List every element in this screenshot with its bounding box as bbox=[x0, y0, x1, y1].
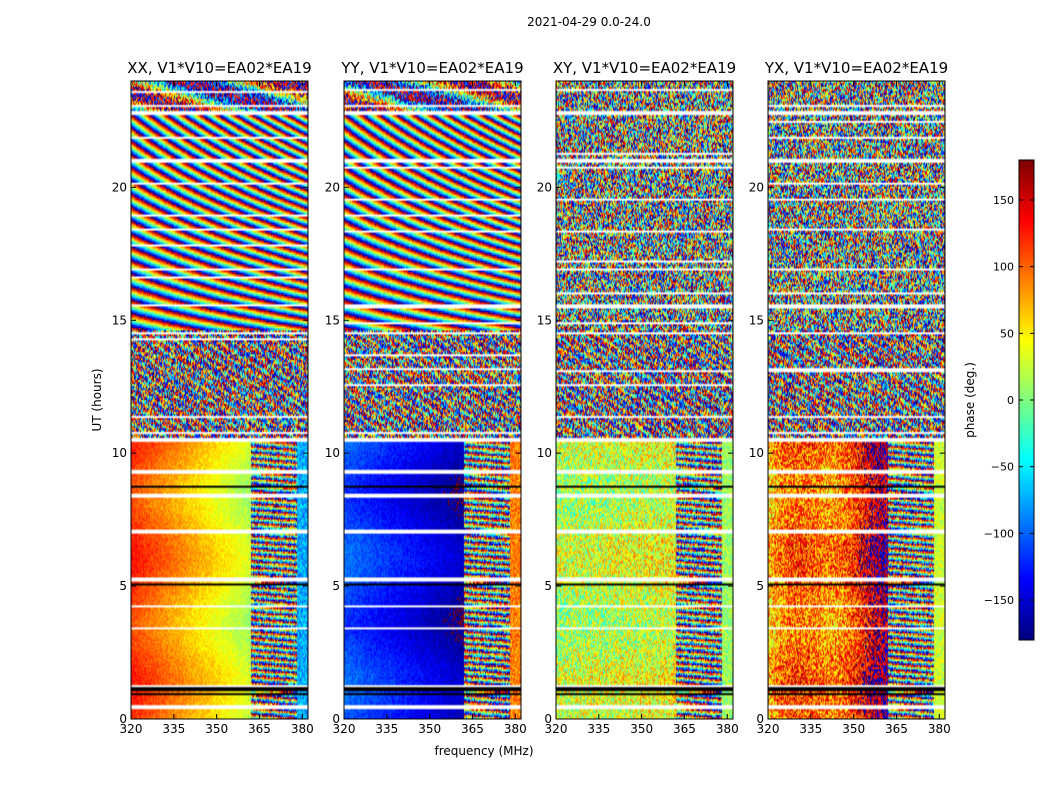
panel-frame bbox=[767, 80, 946, 720]
x-tick-label: 380 bbox=[928, 722, 951, 736]
panel-3: YX, V1*V10=EA02*EA19 320 335 350 365 380 0 5 10 1… bbox=[749, 59, 951, 736]
panel-frame bbox=[343, 80, 522, 720]
y-tick-label: 20 bbox=[325, 180, 340, 194]
colorbar-tick-label: −100 bbox=[984, 527, 1014, 540]
x-tick-label: 365 bbox=[673, 722, 696, 736]
panel-2: XY, V1*V10=EA02*EA19 320 335 350 365 380 0 5 10 1… bbox=[537, 59, 739, 736]
x-tick-label: 365 bbox=[885, 722, 908, 736]
x-tick-label: 380 bbox=[291, 722, 314, 736]
x-tick-label: 335 bbox=[375, 722, 398, 736]
x-tick-label: 320 bbox=[757, 722, 780, 736]
x-tick-label: 350 bbox=[630, 722, 653, 736]
x-tick-label: 320 bbox=[120, 722, 143, 736]
y-tick-label: 20 bbox=[749, 180, 764, 194]
panel-title: YY, V1*V10=EA02*EA19 bbox=[340, 59, 523, 77]
phase-heatmap bbox=[556, 81, 733, 719]
y-tick-label: 20 bbox=[537, 180, 552, 194]
x-tick-label: 365 bbox=[248, 722, 271, 736]
panel-frame bbox=[555, 80, 734, 720]
x-tick-label: 335 bbox=[162, 722, 185, 736]
x-tick-label: 350 bbox=[418, 722, 441, 736]
y-tick-label: 5 bbox=[756, 579, 764, 593]
y-tick-label: 5 bbox=[332, 579, 340, 593]
y-tick-label: 0 bbox=[332, 712, 340, 726]
y-tick-label: 15 bbox=[112, 313, 127, 327]
x-axis-label: frequency (MHz) bbox=[434, 744, 533, 758]
y-tick-label: 10 bbox=[112, 446, 127, 460]
x-tick-label: 350 bbox=[205, 722, 228, 736]
figure-title: 2021-04-29 0.0-24.0 bbox=[527, 15, 651, 29]
phase-heatmap bbox=[768, 81, 945, 719]
panel-title: XX, V1*V10=EA02*EA19 bbox=[127, 59, 311, 77]
y-tick-label: 15 bbox=[537, 313, 552, 327]
x-tick-label: 350 bbox=[842, 722, 865, 736]
colorbar-gradient bbox=[1019, 160, 1034, 640]
phase-heatmap bbox=[131, 81, 308, 719]
colorbar-tick-label: −150 bbox=[984, 594, 1014, 607]
y-tick-label: 15 bbox=[325, 313, 340, 327]
y-tick-label: 0 bbox=[119, 712, 127, 726]
panel-frame bbox=[130, 80, 309, 720]
y-tick-label: 0 bbox=[544, 712, 552, 726]
x-tick-label: 380 bbox=[504, 722, 527, 736]
x-tick-label: 320 bbox=[333, 722, 356, 736]
colorbar-tick-label: 150 bbox=[993, 194, 1014, 207]
colorbar-tick-label: −50 bbox=[991, 461, 1014, 474]
x-tick-label: 365 bbox=[461, 722, 484, 736]
x-tick-label: 320 bbox=[545, 722, 568, 736]
y-tick-label: 10 bbox=[537, 446, 552, 460]
y-tick-label: 5 bbox=[544, 579, 552, 593]
colorbar-label: phase (deg.) bbox=[963, 362, 977, 438]
x-tick-label: 380 bbox=[716, 722, 739, 736]
panel-0: XX, V1*V10=EA02*EA19 320 335 350 365 380 0 5 10 1… bbox=[112, 59, 314, 736]
y-tick-label: 5 bbox=[119, 579, 127, 593]
y-tick-label: 10 bbox=[325, 446, 340, 460]
colorbar: 150 100 50 0 −50 −100 −150 phase (deg.) bbox=[963, 159, 1035, 641]
panel-1: YY, V1*V10=EA02*EA19 320 335 350 365 380 0 5 10 1… bbox=[325, 59, 527, 736]
panel-title: XY, V1*V10=EA02*EA19 bbox=[553, 59, 736, 77]
panels-group: XX, V1*V10=EA02*EA19 320 335 350 365 380 0 5 10 1… bbox=[112, 59, 951, 736]
x-tick-label: 335 bbox=[587, 722, 610, 736]
y-tick-label: 10 bbox=[749, 446, 764, 460]
y-tick-label: 15 bbox=[749, 313, 764, 327]
x-tick-label: 335 bbox=[799, 722, 822, 736]
panel-title: YX, V1*V10=EA02*EA19 bbox=[764, 59, 948, 77]
y-axis-label: UT (hours) bbox=[90, 368, 104, 431]
phase-heatmap bbox=[344, 81, 521, 719]
colorbar-tick-label: 100 bbox=[993, 261, 1014, 274]
y-tick-label: 0 bbox=[756, 712, 764, 726]
y-tick-label: 20 bbox=[112, 180, 127, 194]
colorbar-tick-label: 0 bbox=[1007, 394, 1014, 407]
colorbar-tick-label: 50 bbox=[1000, 327, 1014, 340]
